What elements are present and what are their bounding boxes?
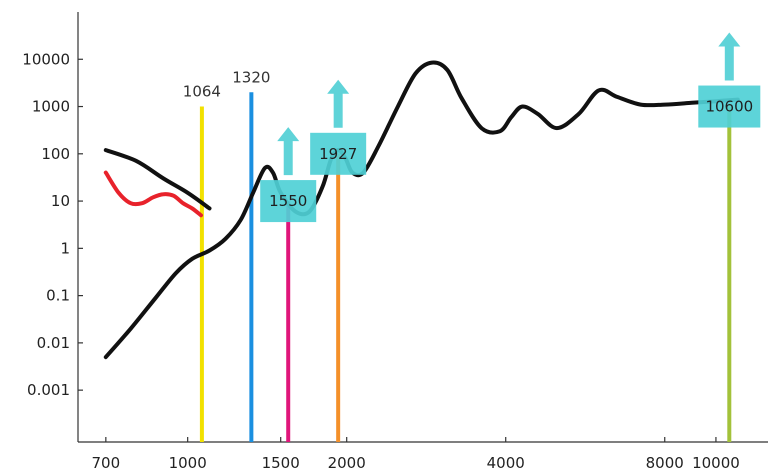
marker-box-1550 [260, 180, 317, 223]
arrow-head-icon [718, 32, 741, 47]
marker-label-10600: 10600 [705, 98, 753, 116]
x-tick-label: 4000 [487, 454, 525, 472]
y-tick-label: 1000 [32, 98, 70, 116]
marker-label-1064: 1064 [183, 83, 221, 101]
wavelength-marker-lines [199, 92, 732, 442]
y-tick-label: 0.1 [46, 287, 70, 305]
marker-label-1320: 1320 [232, 68, 270, 86]
x-tick-label: 2000 [328, 454, 366, 472]
y-tick-label: 10 [51, 192, 70, 210]
series-layer [103, 60, 740, 360]
series-line-2 [103, 148, 212, 211]
marker-label-1550: 1550 [269, 192, 307, 210]
arrow-head-icon [277, 127, 300, 142]
marker-box-10600 [698, 85, 761, 128]
x-tick-label: 1500 [262, 454, 300, 472]
x-tick-label: 700 [92, 454, 121, 472]
marker-label-1927: 1927 [319, 145, 357, 163]
y-tick-label: 10000 [22, 50, 70, 68]
arrow-head-icon [327, 79, 350, 94]
wavelength-label-boxes: 1064 1320 1550 1927 10600 [183, 32, 761, 223]
y-tick-label: 100 [41, 145, 70, 163]
y-tick-label: 0.01 [37, 334, 70, 352]
y-axis-ticks: 10000 1000 100 10 1 0.1 0.01 0.001 [22, 50, 83, 399]
series-line-3 [103, 170, 203, 218]
x-axis-ticks: 700 1000 1500 2000 4000 8000 10000 [92, 437, 740, 472]
y-tick-label: 1 [60, 239, 70, 257]
x-tick-label: 1000 [169, 454, 207, 472]
marker-box-1927 [310, 132, 367, 175]
x-tick-label: 8000 [646, 454, 684, 472]
series-line-1 [103, 60, 740, 360]
x-tick-label: 10000 [692, 454, 740, 472]
y-tick-label: 0.001 [27, 381, 70, 399]
